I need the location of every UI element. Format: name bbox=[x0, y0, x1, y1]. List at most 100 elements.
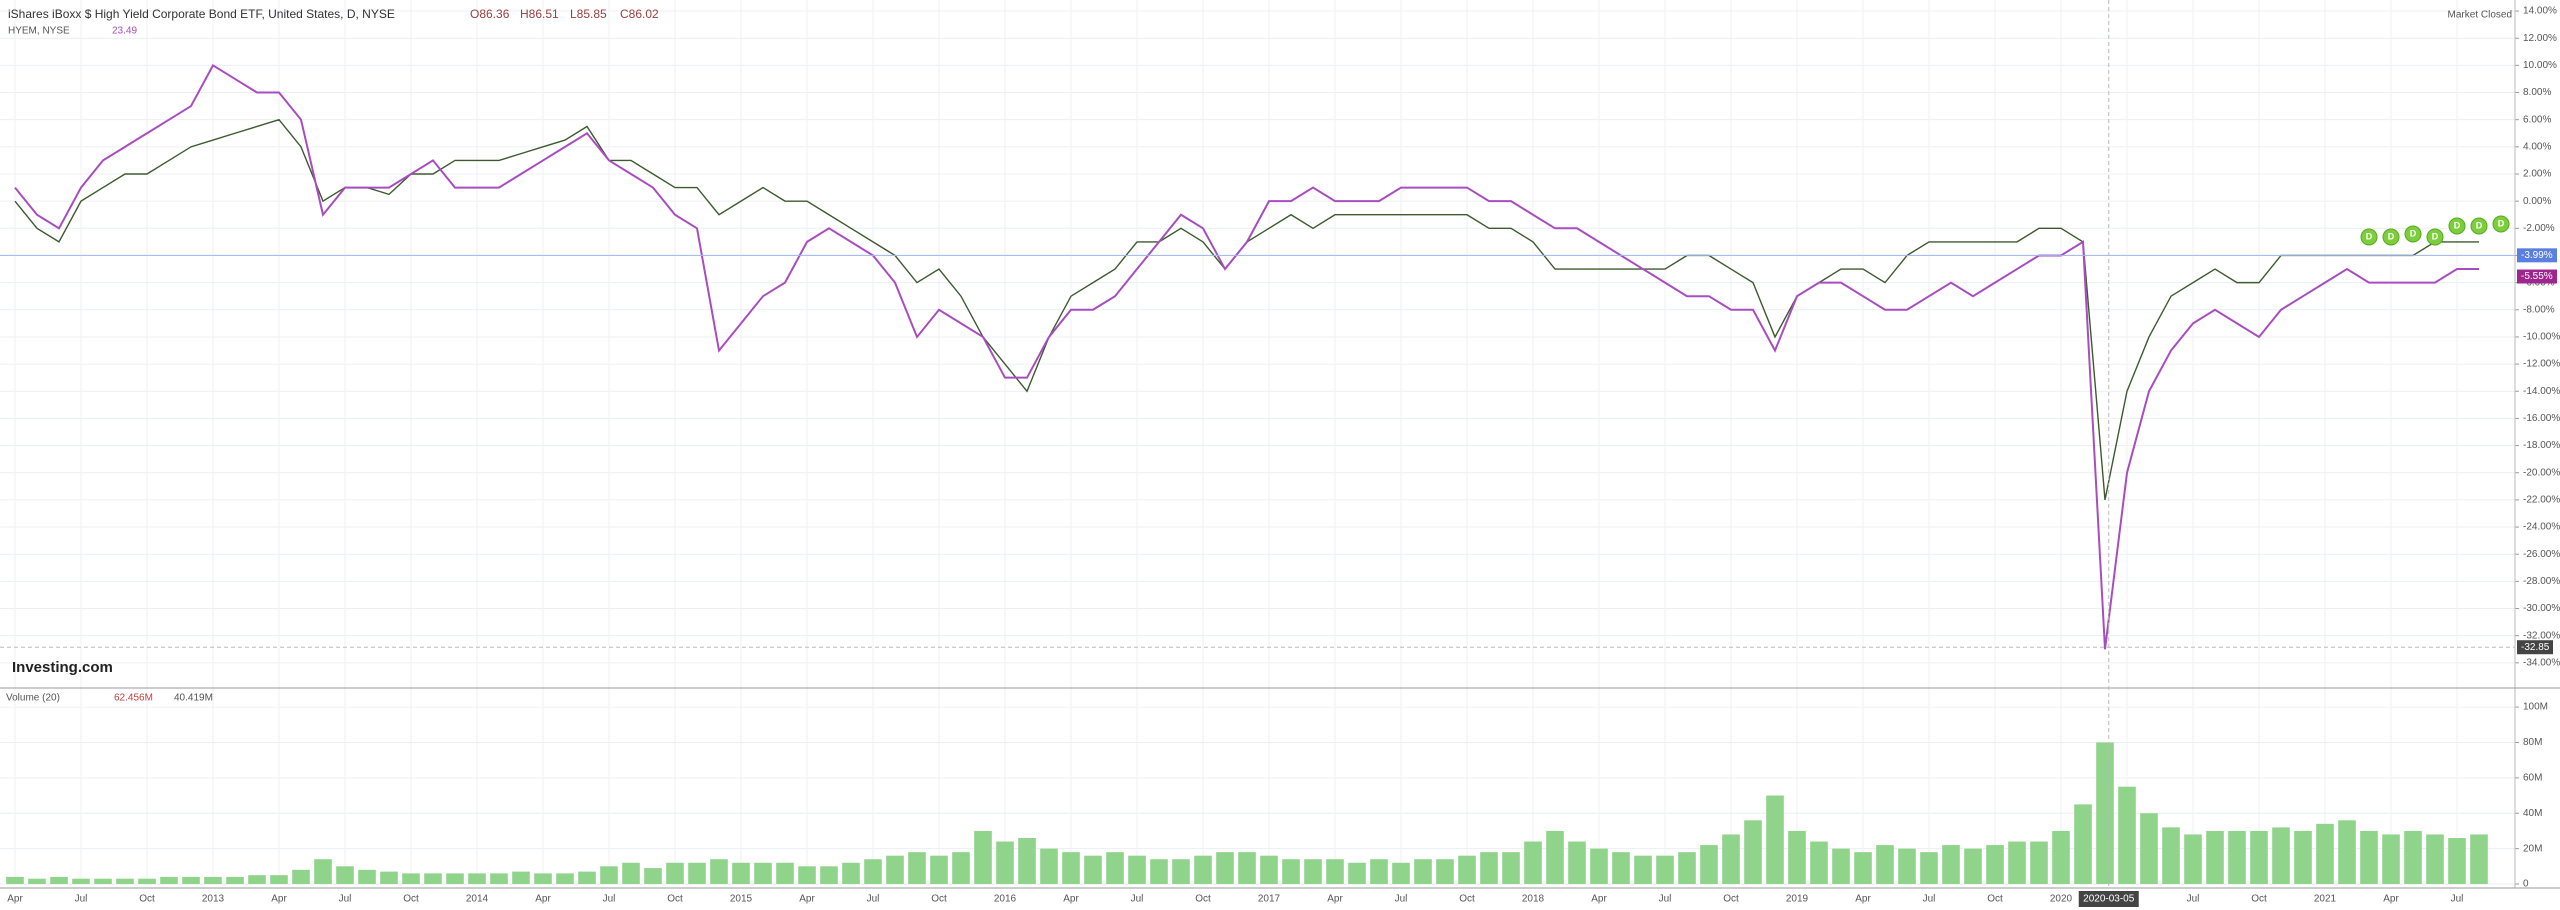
volume-bar bbox=[2206, 830, 2224, 884]
crosshair-date-box bbox=[2078, 891, 2139, 907]
dividend-label: D bbox=[2388, 231, 2395, 241]
volume-bar bbox=[2294, 830, 2312, 884]
volume-bar bbox=[358, 869, 376, 884]
volume-bar bbox=[1040, 848, 1058, 884]
volume-bar bbox=[908, 852, 926, 884]
volume-bar bbox=[864, 859, 882, 884]
volume-bar bbox=[1480, 852, 1498, 884]
volume-bar bbox=[1678, 852, 1696, 884]
volume-bar bbox=[72, 878, 90, 884]
volume-bar bbox=[138, 878, 156, 884]
volume-bar bbox=[1920, 852, 1938, 884]
volume-bar bbox=[1568, 841, 1586, 884]
y-tick-label: -26.00% bbox=[2523, 549, 2560, 560]
x-tick-label: Oct bbox=[931, 894, 947, 905]
volume-bar bbox=[2052, 830, 2070, 884]
x-tick-label: Oct bbox=[667, 894, 683, 905]
volume-bar bbox=[622, 862, 640, 884]
volume-bar bbox=[512, 871, 530, 884]
y-tick-label: -34.00% bbox=[2523, 657, 2560, 668]
volume-bar bbox=[842, 862, 860, 884]
volume-bar bbox=[314, 859, 332, 884]
volume-bar bbox=[1018, 838, 1036, 884]
y-tick-label: 0.00% bbox=[2523, 196, 2551, 207]
y-tick-label: 20M bbox=[2523, 843, 2542, 854]
y-tick-label: 14.00% bbox=[2523, 6, 2557, 17]
x-tick-label: 2013 bbox=[202, 894, 225, 905]
x-tick-label: Jul bbox=[75, 894, 88, 905]
volume-bar bbox=[1524, 841, 1542, 884]
volume-bar bbox=[2338, 820, 2356, 884]
volume-bar bbox=[974, 830, 992, 884]
volume-bar bbox=[226, 876, 244, 884]
volume-bar bbox=[1106, 852, 1124, 884]
volume-bar bbox=[688, 862, 706, 884]
x-tick-label: Jul bbox=[1395, 894, 1408, 905]
volume-bar bbox=[2316, 823, 2334, 884]
x-tick-label: Jul bbox=[1659, 894, 1672, 905]
volume-bar bbox=[798, 866, 816, 884]
volume-bar bbox=[468, 873, 486, 884]
x-tick-label: 2014 bbox=[466, 894, 489, 905]
x-tick-label: Oct bbox=[139, 894, 155, 905]
volume-bar bbox=[160, 876, 178, 884]
volume-bar bbox=[732, 862, 750, 884]
volume-bar bbox=[996, 841, 1014, 884]
dividend-label: D bbox=[2454, 220, 2461, 230]
volume-bar bbox=[2426, 834, 2444, 884]
chart-title: iShares iBoxx $ High Yield Corporate Bon… bbox=[8, 7, 395, 21]
dividend-marker bbox=[2448, 217, 2466, 235]
volume-bar bbox=[1766, 795, 1784, 884]
volume-bar bbox=[1326, 859, 1344, 884]
volume-bar bbox=[1634, 855, 1652, 884]
volume-bar bbox=[2404, 830, 2422, 884]
volume-bar bbox=[6, 876, 24, 884]
volume-bar bbox=[2074, 804, 2092, 884]
volume-bar bbox=[644, 868, 662, 884]
volume-bar bbox=[1260, 855, 1278, 884]
x-tick-label: Oct bbox=[1195, 894, 1211, 905]
volume-bar bbox=[1744, 820, 1762, 884]
volume-bar bbox=[600, 866, 618, 884]
volume-bar bbox=[1876, 845, 1894, 884]
x-tick-label: Oct bbox=[1723, 894, 1739, 905]
volume-bar bbox=[1128, 855, 1146, 884]
volume-bar bbox=[2382, 834, 2400, 884]
x-tick-label: 2019 bbox=[1786, 894, 1809, 905]
x-tick-label: 2021 bbox=[2314, 894, 2337, 905]
volume-bar bbox=[28, 878, 46, 884]
volume-bar bbox=[1304, 859, 1322, 884]
volume-bar bbox=[1590, 848, 1608, 884]
logo: Investing.com bbox=[12, 659, 113, 676]
dividend-label: D bbox=[2366, 231, 2373, 241]
x-tick-label: Apr bbox=[1327, 894, 1343, 905]
crosshair-value-box bbox=[2517, 640, 2553, 655]
volume-readout: 62.456M bbox=[114, 693, 153, 704]
x-tick-label: 2020 bbox=[2050, 894, 2073, 905]
volume-bar bbox=[1964, 848, 1982, 884]
volume-bar bbox=[116, 878, 134, 884]
volume-bar bbox=[2228, 830, 2246, 884]
volume-bar bbox=[2096, 742, 2114, 884]
compare-value: 23.49 bbox=[112, 26, 137, 37]
volume-bar bbox=[292, 869, 310, 884]
volume-bar bbox=[424, 873, 442, 884]
low: L85.85 bbox=[570, 7, 607, 21]
x-tick-label: Jul bbox=[2451, 894, 2464, 905]
x-tick-label: Apr bbox=[1855, 894, 1871, 905]
dividend-label: D bbox=[2498, 218, 2505, 228]
volume-bar bbox=[50, 876, 68, 884]
volume-bar bbox=[776, 862, 794, 884]
dividend-marker bbox=[2404, 225, 2422, 243]
volume-bar bbox=[2140, 813, 2158, 884]
y-tick-label: 12.00% bbox=[2523, 33, 2557, 44]
y-tick-label: -14.00% bbox=[2523, 386, 2560, 397]
volume-bar bbox=[2250, 830, 2268, 884]
x-tick-label: Apr bbox=[535, 894, 551, 905]
x-tick-label: Apr bbox=[799, 894, 815, 905]
x-tick-label: 2016 bbox=[994, 894, 1017, 905]
x-tick-label: Oct bbox=[1987, 894, 2003, 905]
